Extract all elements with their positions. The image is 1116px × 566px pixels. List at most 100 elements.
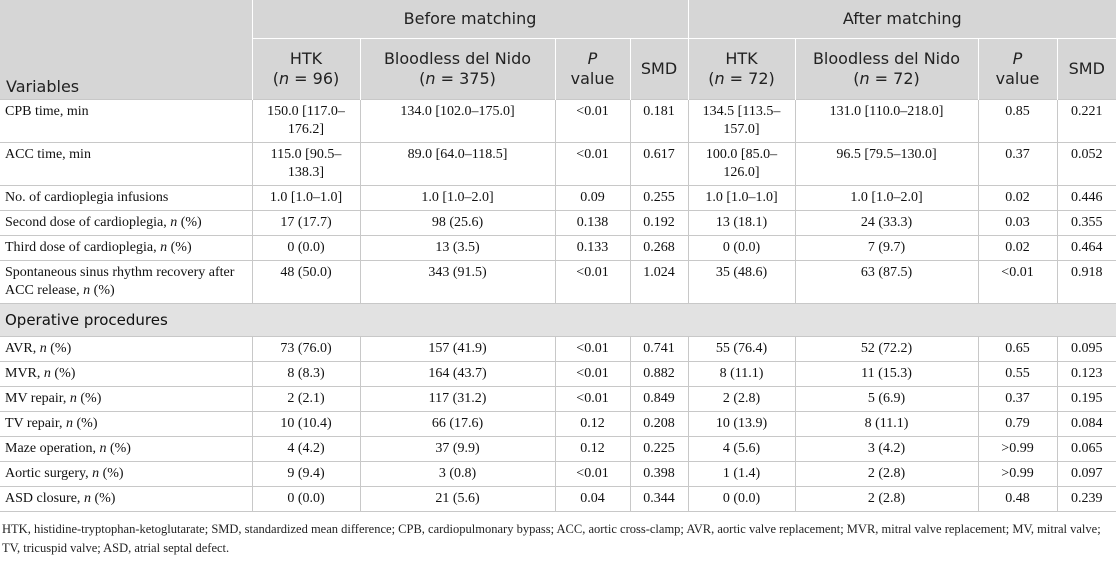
table-row: Aortic surgery, n (%) 9 (9.4) 3 (0.8) <0.01… <box>0 461 1116 487</box>
text: 10 (13.9) <box>715 416 768 431</box>
text: 0.208 <box>643 416 675 431</box>
text: SMD <box>640 59 678 78</box>
text: 10 (10.4) <box>280 416 332 431</box>
table-row: AVR, n (%) 73 (76.0) 157 (41.9) <0.01 0.741 5… <box>0 336 1116 362</box>
text: (%) <box>46 341 72 356</box>
text: 0.344 <box>643 491 675 506</box>
cell: 0.464 <box>1056 235 1116 261</box>
cell: 1.024 <box>629 260 689 304</box>
text: 2 (2.8) <box>722 391 761 406</box>
text: AVR, <box>5 341 40 356</box>
group-header: Before matching <box>251 0 688 39</box>
italic-text: n <box>160 240 168 255</box>
table-body: CPB time, min 150.0 [117.0–176.2] 134.0 [1… <box>0 99 1116 512</box>
cell: 0.052 <box>1056 142 1116 186</box>
cell: <0.01 <box>554 142 631 186</box>
text: 0 (0.0) <box>287 491 325 506</box>
text: 24 (33.3) <box>860 215 913 230</box>
cell: 343 (91.5) <box>359 260 556 304</box>
text: 0.084 <box>1071 416 1103 431</box>
text: 0.133 <box>576 240 609 255</box>
text: 164 (43.7) <box>428 366 487 381</box>
text: (%) <box>99 466 124 481</box>
header-cell: Variables <box>0 0 252 100</box>
cell: 0.208 <box>629 411 689 437</box>
table-row: CPB time, min 150.0 [117.0–176.2] 134.0 [1… <box>0 99 1116 143</box>
text: <0.01 <box>576 391 609 406</box>
row-label: Maze operation, n (%) <box>0 436 253 462</box>
text: 48 (50.0) <box>280 265 332 280</box>
text: 7 (9.7) <box>867 240 906 255</box>
text: 1 (1.4) <box>722 466 761 481</box>
cell: 35 (48.6) <box>687 260 796 304</box>
row-label: ASD closure, n (%) <box>0 486 253 512</box>
text: 37 (9.9) <box>435 441 480 456</box>
cell: 117 (31.2) <box>359 386 556 412</box>
text: 73 (76.0) <box>280 341 332 356</box>
italic-text: n <box>43 366 51 381</box>
text: 0.12 <box>580 416 605 431</box>
text: = 96) <box>289 69 340 88</box>
text: Variables <box>6 77 80 96</box>
text: 2 (2.1) <box>287 391 325 406</box>
text: 1.0 [1.0–1.0] <box>705 190 778 205</box>
text: ACC time, min <box>5 147 91 162</box>
text: 0.918 <box>1071 265 1103 280</box>
text: HTK <box>725 49 758 68</box>
cell: <0.01 <box>554 336 631 362</box>
text: 66 (17.6) <box>431 416 484 431</box>
table-row: No. of cardioplegia infusions 1.0 [1.0–1.… <box>0 185 1116 211</box>
cell: 1.0 [1.0–1.0] <box>251 185 361 211</box>
cell: 0.123 <box>1056 361 1116 387</box>
cell: 115.0 [90.5–138.3] <box>251 142 361 186</box>
cell: 0.097 <box>1056 461 1116 487</box>
text: 11 (15.3) <box>861 366 912 381</box>
text: ( <box>853 69 860 88</box>
italic-text: n <box>69 391 77 406</box>
text: value <box>570 69 615 88</box>
text: 1.0 [1.0–2.0] <box>421 190 494 205</box>
text: 63 (87.5) <box>860 265 913 280</box>
text: 96.5 [79.5–130.0] <box>836 147 937 162</box>
text: 0.239 <box>1071 491 1103 506</box>
text: 134.5 [113.5–157.0] <box>702 104 781 137</box>
cell: 17 (17.7) <box>251 210 361 236</box>
cell: 0.225 <box>629 436 689 462</box>
italic-text: n <box>83 283 91 298</box>
cell: 10 (10.4) <box>251 411 361 437</box>
text: 0.85 <box>1005 104 1030 119</box>
text: 0.123 <box>1071 366 1103 381</box>
section-row: Operative procedures <box>0 303 1116 337</box>
text: 0.446 <box>1071 190 1103 205</box>
cell: 4 (4.2) <box>251 436 361 462</box>
cell: 0.918 <box>1056 260 1116 304</box>
text: 0.181 <box>643 104 675 119</box>
row-label: Aortic surgery, n (%) <box>0 461 253 487</box>
text: ASD closure, <box>5 491 84 506</box>
cell: 0.617 <box>629 142 689 186</box>
text: (%) <box>90 283 115 298</box>
text: 13 (3.5) <box>435 240 480 255</box>
text: SMD <box>1068 59 1105 78</box>
cell: 0.192 <box>629 210 689 236</box>
row-label: AVR, n (%) <box>0 336 253 362</box>
text: value <box>995 69 1040 88</box>
italic-text: n <box>39 341 47 356</box>
cell: 10 (13.9) <box>687 411 796 437</box>
cell: <0.01 <box>554 386 631 412</box>
text: Bloodless del Nido <box>812 49 961 68</box>
cell: 0.239 <box>1056 486 1116 512</box>
cell: 0.138 <box>554 210 631 236</box>
text: 0.55 <box>1005 366 1030 381</box>
cell: 7 (9.7) <box>794 235 979 261</box>
text: 0.04 <box>580 491 605 506</box>
cell: 0.344 <box>629 486 689 512</box>
table-header: Variables Before matching After matching HT… <box>0 0 1116 100</box>
text: 0.268 <box>643 240 675 255</box>
text: <0.01 <box>576 366 609 381</box>
cell: <0.01 <box>554 260 631 304</box>
text: 1.0 [1.0–1.0] <box>269 190 343 205</box>
text: 0.37 <box>1005 391 1030 406</box>
cell: 0.882 <box>629 361 689 387</box>
cell: 0.446 <box>1056 185 1116 211</box>
